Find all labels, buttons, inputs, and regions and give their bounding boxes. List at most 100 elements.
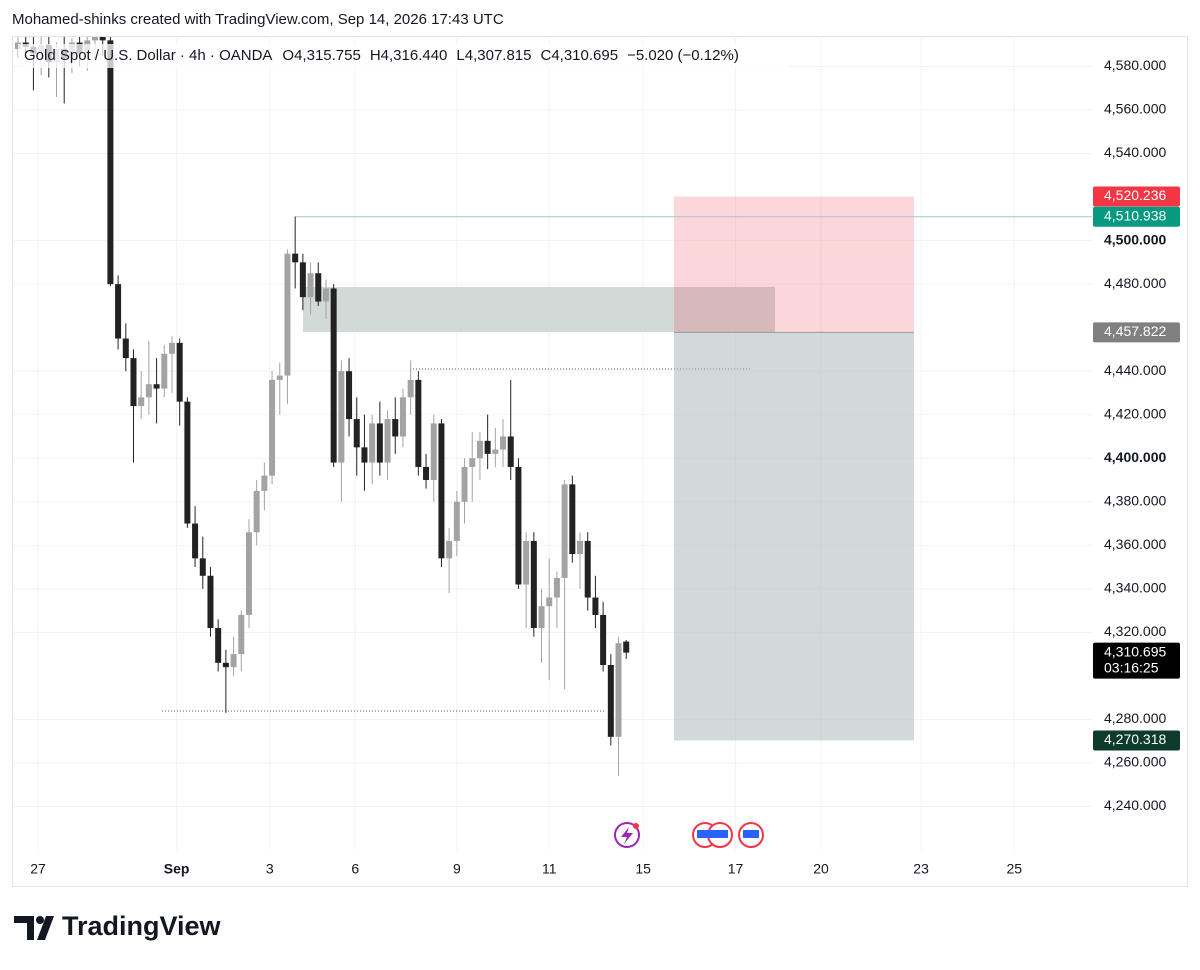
y-tick-label: 4,280.000 (1104, 710, 1166, 726)
x-tick-label: Sep (164, 861, 190, 877)
candle-body (369, 423, 376, 463)
legend-value: O4,315.755 (282, 47, 360, 64)
candle-body (430, 423, 437, 480)
candle-body (176, 342, 183, 402)
candle-body (561, 484, 568, 578)
candle-body (438, 423, 445, 559)
candle-body (91, 37, 98, 41)
candle-body (138, 397, 145, 406)
candle-body (322, 288, 329, 302)
x-tick-label: 25 (1006, 861, 1022, 877)
candle-body (446, 540, 453, 559)
x-tick-label: 6 (351, 861, 359, 877)
candle-body (476, 440, 483, 459)
legend-bg (18, 44, 788, 68)
candle-body (407, 379, 414, 398)
candle-body (299, 262, 306, 298)
target-zone (674, 332, 914, 741)
logo-mark (14, 916, 34, 940)
candle-body (338, 371, 345, 463)
x-tick-label: 20 (813, 861, 829, 877)
price-tag-label: 4,270.318 (1104, 731, 1166, 747)
candle-body (130, 358, 137, 406)
x-tick-label: 3 (266, 861, 274, 877)
y-tick-label: 4,480.000 (1104, 275, 1166, 291)
position-tool (295, 196, 1092, 741)
candle-body (523, 540, 530, 585)
y-tick-label: 4,360.000 (1104, 536, 1166, 552)
candle-body (538, 606, 545, 628)
candle-body (192, 523, 199, 559)
candle-body (553, 577, 560, 598)
candle-body (184, 401, 191, 524)
x-tick-label: 27 (30, 861, 46, 877)
candle-body (107, 40, 114, 285)
y-tick-label: 4,420.000 (1104, 405, 1166, 421)
price-tag-countdown: 03:16:25 (1104, 659, 1159, 675)
candle-body (600, 614, 607, 665)
candle-body (230, 654, 237, 668)
event-icon (712, 830, 728, 838)
candle-body (346, 371, 353, 420)
candle-body (253, 490, 260, 533)
zone-box (303, 287, 775, 332)
candle-body (577, 540, 584, 554)
y-tick-label: 4,440.000 (1104, 362, 1166, 378)
candle-body (515, 466, 522, 585)
candle-body (615, 643, 622, 737)
candle-body (384, 419, 391, 463)
candle-body (461, 466, 468, 502)
candle-body (584, 540, 591, 598)
candle-body (115, 284, 122, 339)
candle-body (161, 353, 168, 389)
event-icon (743, 830, 759, 838)
candle-body (99, 37, 106, 41)
y-tick-label: 4,540.000 (1104, 144, 1166, 160)
candle-body (530, 540, 537, 628)
logo-mark (37, 916, 54, 940)
candles (15, 37, 630, 776)
price-tag-label: 4,520.236 (1104, 187, 1166, 203)
y-tick-label: 4,380.000 (1104, 492, 1166, 508)
price-tag-label: 4,510.938 (1104, 207, 1166, 223)
price-tag-label: 4,457.822 (1104, 323, 1166, 339)
candle-body (392, 419, 399, 437)
candle-body (330, 288, 337, 463)
y-tick-label: 4,560.000 (1104, 101, 1166, 117)
candle-body (276, 375, 283, 380)
axes: 4,580.000 4,560.000 4,540.000 4,500.000 4,48… (30, 57, 1180, 877)
candle-body (484, 440, 491, 454)
candle-body (222, 662, 229, 668)
legend-value: H4,316.440 (370, 47, 448, 64)
legend-value: −5.020 (−0.12%) (627, 47, 739, 64)
candle-body (607, 665, 614, 737)
y-tick-label: 4,580.000 (1104, 57, 1166, 73)
candle-body (238, 614, 245, 655)
y-tick-label: 4,240.000 (1104, 797, 1166, 813)
symbol-title: Gold Spot / U.S. Dollar · 4h · OANDA (24, 47, 272, 64)
candle-body (145, 384, 152, 398)
candle-body (207, 575, 214, 628)
candle-body (353, 419, 360, 448)
candle-body (315, 273, 322, 302)
footer-text: TradingView (62, 911, 222, 941)
price-tag (1093, 322, 1180, 343)
candle-body (546, 597, 553, 607)
event-icons (614, 822, 764, 848)
candle-body (453, 501, 460, 541)
candle-body (376, 423, 383, 463)
event-icon (633, 823, 639, 829)
legend-value: C4,310.695 (540, 47, 618, 64)
candle-body (507, 436, 514, 467)
legend-value: L4,307.815 (456, 47, 531, 64)
price-tag (1093, 206, 1180, 227)
candle-body (307, 273, 314, 298)
candle-body (215, 628, 222, 663)
y-tick-label: 4,260.000 (1104, 754, 1166, 770)
price-tag (1093, 730, 1180, 751)
candle-body (284, 253, 291, 376)
x-tick-label: 23 (913, 861, 929, 877)
stop-zone (674, 196, 914, 333)
candle-body (269, 379, 276, 476)
